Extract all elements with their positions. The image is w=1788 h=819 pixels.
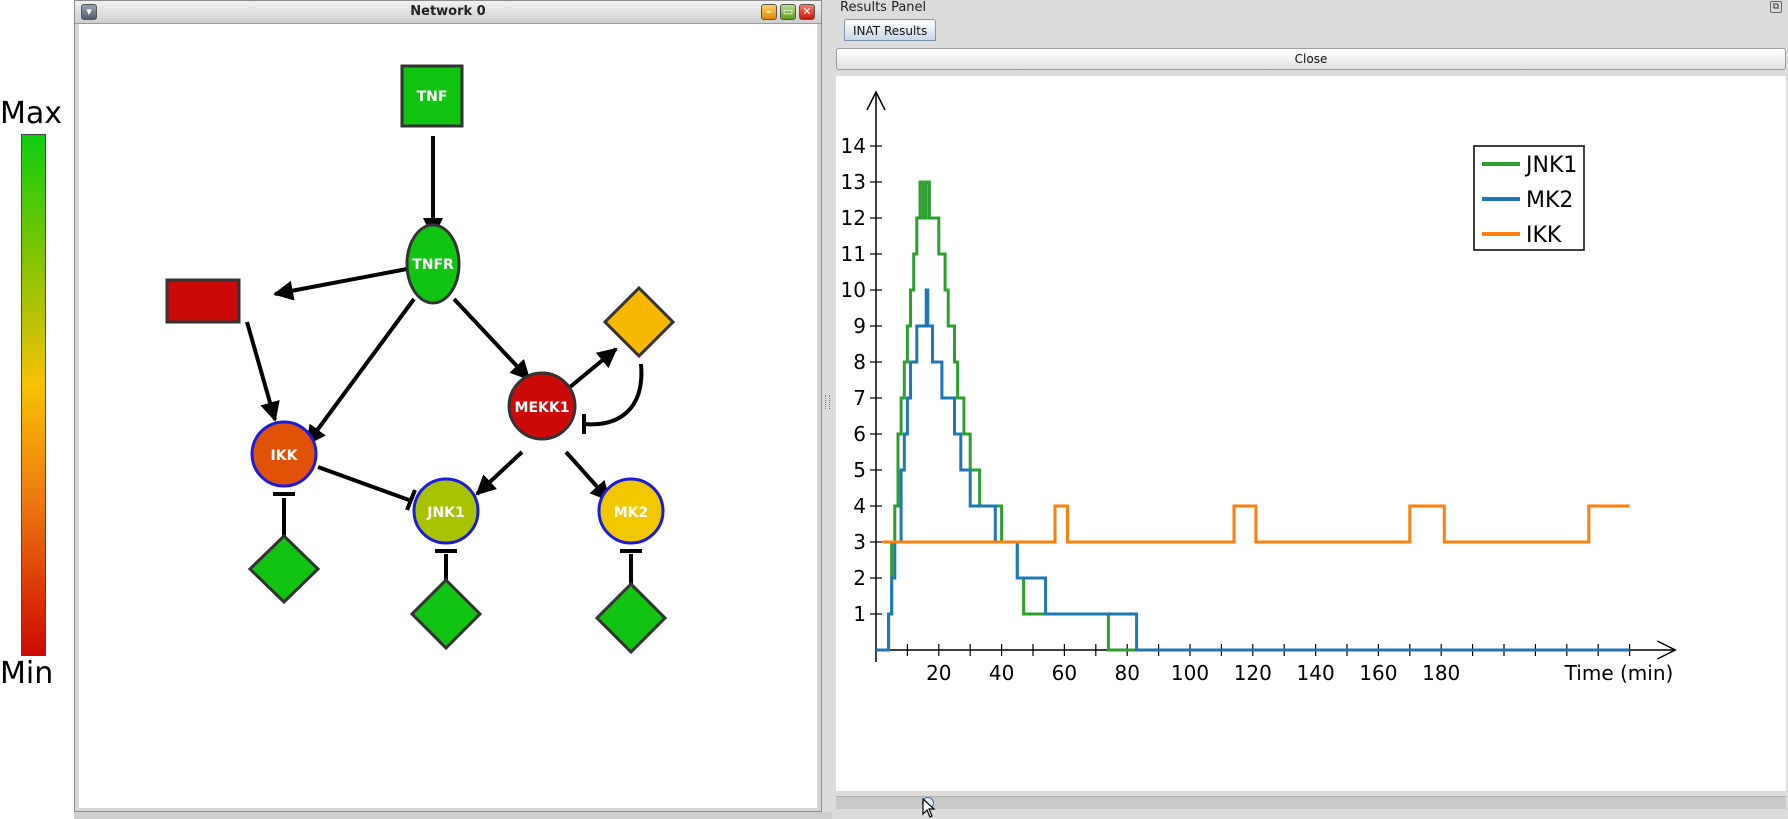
x-tick-label: 20 <box>926 661 951 685</box>
edge-orange-diamond-mekk1-inhibit[interactable] <box>583 363 644 427</box>
network-edges <box>245 136 644 618</box>
x-tick-label: 180 <box>1422 661 1460 685</box>
y-tick-label: 6 <box>853 422 866 446</box>
y-tick-label: 14 <box>841 134 866 158</box>
x-axis-arrow <box>1656 640 1677 660</box>
network-window: ▾ Network 0 – ▭ ✕ <box>74 0 822 812</box>
node-mk2-diamond[interactable] <box>594 581 668 655</box>
color-legend: Max Min <box>0 0 75 819</box>
y-tick-label: 9 <box>853 314 866 338</box>
edge-mekk1-orange-diamond[interactable] <box>562 347 618 394</box>
edge-tnfr-mekk1[interactable] <box>452 297 531 381</box>
node-jnk1-label: JNK1 <box>426 505 465 521</box>
mouse-cursor-icon <box>922 798 936 818</box>
plot-area: 1 2 3 4 5 6 7 8 9 10 11 12 13 14 20 40 60 80 100 120 140 160 1… <box>836 76 1786 791</box>
menu-triangle-icon[interactable]: ▾ <box>81 4 97 20</box>
series-line-mk2 <box>876 288 1630 652</box>
node-orange-diamond[interactable] <box>602 285 676 359</box>
legend-entry-mk2: MK2 <box>1526 188 1573 213</box>
edge-mekk1-mk2[interactable] <box>564 450 611 502</box>
x-tick-label: 40 <box>989 661 1014 685</box>
legend-entry-ikk: IKK <box>1526 223 1562 248</box>
edge-ikk-jnk1-inhibit[interactable] <box>317 465 410 502</box>
node-mekk1-label: MEKK1 <box>515 400 570 416</box>
y-tick-label: 2 <box>853 566 866 590</box>
y-tick-label: 11 <box>841 242 866 266</box>
x-tick-label: 60 <box>1052 661 1077 685</box>
network-titlebar[interactable]: ▾ Network 0 – ▭ ✕ <box>75 1 821 24</box>
minimize-icon[interactable]: – <box>761 4 777 20</box>
edge-red-rect-ikk[interactable] <box>245 321 280 422</box>
legend-min-label: Min <box>0 656 54 691</box>
y-tick-label: 13 <box>841 170 866 194</box>
network-graph[interactable]: TNF TNFR MEKK1 IKK JNK1 <box>79 24 817 808</box>
legend-max-label: Max <box>0 96 63 131</box>
edge-mekk1-jnk1[interactable] <box>475 450 524 496</box>
node-mekk1[interactable]: MEKK1 <box>507 371 577 441</box>
y-tick-label: 8 <box>853 350 866 374</box>
node-mk2-label: MK2 <box>614 505 649 521</box>
x-tick-label: 80 <box>1114 661 1139 685</box>
y-tick-label: 3 <box>853 530 866 554</box>
bottom-strip <box>74 812 832 819</box>
legend-entry-jnk1: JNK1 <box>1524 153 1577 178</box>
node-ikk[interactable]: IKK <box>250 420 318 488</box>
y-tick-label: 5 <box>853 458 866 482</box>
close-button[interactable]: Close <box>836 48 1786 70</box>
results-panel-title: Results Panel <box>840 0 927 15</box>
y-tick-label: 10 <box>841 278 866 302</box>
results-header: Results Panel ⧉ <box>832 0 1788 16</box>
x-tick-label: 120 <box>1234 661 1272 685</box>
node-red-rect[interactable] <box>165 278 241 324</box>
network-canvas[interactable]: TNF TNFR MEKK1 IKK JNK1 <box>79 24 817 808</box>
node-mk2[interactable]: MK2 <box>597 477 665 545</box>
chart-series <box>876 180 1630 652</box>
x-tick-label: 100 <box>1171 661 1209 685</box>
edge-tnfr-red-rect[interactable] <box>273 267 408 301</box>
node-jnk1-diamond[interactable] <box>409 577 483 651</box>
y-axis-arrow <box>866 90 886 111</box>
close-icon[interactable]: ✕ <box>799 4 815 20</box>
node-tnfr[interactable]: TNFR <box>405 223 461 305</box>
edge-ikk-jnk1-inhibit-bar <box>405 489 417 511</box>
network-title: Network 0 <box>410 4 486 19</box>
chart-legend: JNK1 MK2 IKK <box>1473 145 1585 251</box>
y-tick-label: 7 <box>853 386 866 410</box>
node-tnfr-label: TNFR <box>412 257 454 273</box>
y-tick-label: 4 <box>853 494 866 518</box>
horizontal-scrollbar[interactable] <box>836 796 1786 809</box>
node-ikk-diamond[interactable] <box>247 533 321 605</box>
series-line-ikk <box>882 504 1630 544</box>
splitter-grip[interactable] <box>825 395 830 409</box>
node-jnk1[interactable]: JNK1 <box>412 477 480 545</box>
node-tnf[interactable]: TNF <box>400 64 464 128</box>
node-ikk-label: IKK <box>271 448 299 464</box>
x-tick-label: 140 <box>1297 661 1335 685</box>
maximize-icon[interactable]: ▭ <box>780 4 796 20</box>
node-tnf-label: TNF <box>417 89 448 105</box>
y-tick-label: 12 <box>841 206 866 230</box>
legend-gradient-bar <box>21 134 46 656</box>
x-axis-title: Time (min) <box>1564 661 1674 685</box>
edge-tnfr-ikk[interactable] <box>305 297 416 446</box>
y-tick-label: 1 <box>853 602 866 626</box>
x-tick-label: 160 <box>1359 661 1397 685</box>
float-panel-icon[interactable]: ⧉ <box>1770 1 1782 13</box>
tab-inat-results[interactable]: INAT Results <box>844 19 937 41</box>
panel-splitter[interactable] <box>822 0 832 819</box>
series-line-jnk1 <box>876 180 1630 652</box>
